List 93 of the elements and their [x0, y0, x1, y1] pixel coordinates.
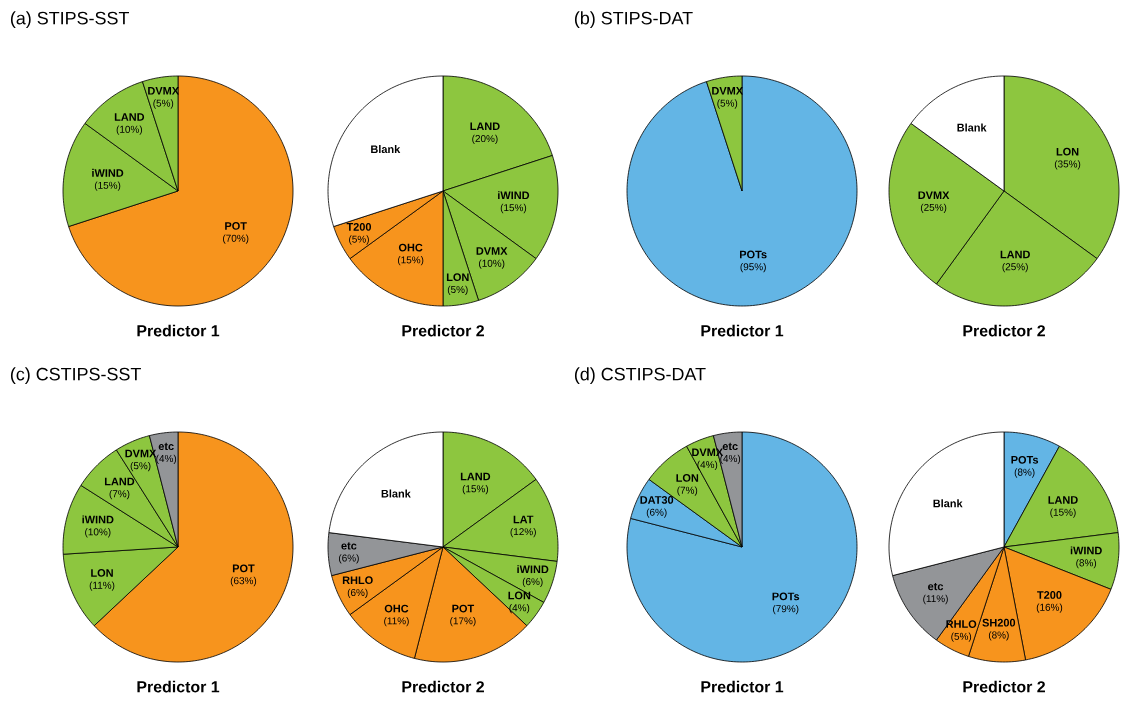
data-label: (6%)	[339, 554, 359, 564]
data-label: (15%)	[500, 203, 527, 214]
data-label: (7%)	[109, 489, 130, 500]
slice-label: etc	[928, 582, 944, 591]
slice-label: POT	[452, 604, 475, 613]
slice-label: POT	[232, 564, 255, 573]
data-label: (15%)	[462, 484, 489, 495]
text: Predictor 2	[963, 324, 1045, 337]
data-label: (6%)	[522, 577, 543, 588]
slice-label: DVMX	[476, 247, 508, 255]
data-label: (15%)	[1050, 508, 1076, 518]
text: Predictor 1	[137, 324, 220, 337]
data-label: (12%)	[510, 527, 536, 538]
data-label: (7%)	[677, 486, 698, 496]
data-label: (15%)	[94, 181, 121, 191]
slice-label: LON	[446, 273, 469, 282]
chart-title: (d) CSTIPS-DAT	[574, 367, 706, 385]
slice-label: Blank	[933, 499, 963, 508]
data-label: (11%)	[923, 594, 948, 605]
slice-label: LAND	[470, 122, 500, 131]
slice-label: iWIND	[517, 565, 549, 574]
slice-label: T200	[1037, 591, 1062, 599]
chart-title: (b) STIPS-DAT	[574, 11, 693, 29]
slice-label: SH200	[982, 618, 1016, 627]
slice-label: iWIND	[1070, 546, 1102, 555]
data-label: (79%)	[773, 604, 799, 615]
text: Predictor 2	[402, 324, 484, 337]
slice-label: LON	[508, 591, 531, 600]
data-label: (35%)	[1054, 160, 1081, 170]
text: Predictor 1	[701, 324, 784, 337]
slice-label: LAND	[1000, 250, 1030, 259]
slice-label: LON	[1056, 147, 1079, 156]
data-label: (5%)	[349, 235, 369, 245]
data-label: (63%)	[230, 576, 257, 587]
data-label: (10%)	[479, 259, 505, 269]
data-label: (4%)	[697, 460, 718, 471]
data-label: (20%)	[472, 134, 498, 145]
data-label: (11%)	[384, 617, 409, 627]
slice-label: DVMX	[918, 191, 950, 199]
data-label: (25%)	[920, 203, 947, 213]
slice-label: LON	[91, 569, 113, 577]
data-label: (4%)	[509, 603, 530, 614]
text: Predictor 1	[137, 680, 220, 693]
slice-label: iWIND	[498, 191, 530, 200]
slice-label: POTs	[1011, 455, 1039, 464]
data-label: (95%)	[740, 262, 766, 273]
slice-label: LAND	[104, 477, 135, 486]
data-label: (4%)	[156, 454, 177, 465]
text: Predictor 2	[963, 680, 1045, 693]
data-label: (5%)	[153, 99, 174, 109]
text: Predictor 2	[402, 680, 484, 693]
slice-label: OHC	[398, 243, 423, 252]
slice-label: LAND	[114, 113, 145, 121]
slice-label: Blank	[371, 145, 401, 154]
slice-label: iWIND	[82, 515, 114, 524]
slice-label: LON	[676, 474, 699, 482]
slice-label: iWIND	[92, 168, 124, 177]
chart-title: (c) CSTIPS-SST	[10, 367, 141, 385]
data-label: (70%)	[223, 234, 249, 244]
data-label: (10%)	[116, 125, 143, 135]
data-label: (4%)	[720, 454, 741, 465]
data-label: (10%)	[85, 528, 111, 538]
slice-label: POT	[225, 222, 247, 230]
slice-label: LAND	[1048, 496, 1078, 504]
data-label: (15%)	[397, 256, 424, 266]
data-label: (6%)	[347, 588, 368, 598]
data-label: (16%)	[1036, 603, 1063, 613]
data-label: (11%)	[89, 581, 115, 591]
slice-label: POTs	[772, 592, 800, 601]
slice-label: etc	[341, 542, 357, 550]
data-label: (25%)	[1002, 262, 1028, 273]
data-label: (8%)	[1014, 468, 1035, 478]
data-label: (8%)	[988, 631, 1009, 641]
slice-label: LAT	[513, 515, 534, 524]
slice-label: OHC	[384, 604, 409, 613]
data-label: (5%)	[951, 632, 972, 642]
data-label: (6%)	[646, 508, 667, 518]
data-label: (5%)	[447, 285, 468, 295]
slice-label: Blank	[381, 489, 411, 498]
text: Predictor 1	[701, 680, 784, 693]
slice-label: DAT30	[640, 496, 674, 504]
slice-label: LAND	[460, 472, 491, 481]
data-label: (5%)	[717, 99, 738, 109]
data-label: (5%)	[130, 461, 151, 472]
slice-label: RHLO	[342, 576, 373, 585]
chart-title: (a) STIPS-SST	[10, 11, 129, 29]
data-label: (17%)	[450, 617, 476, 627]
slice-label: etc	[158, 442, 174, 451]
slice-label: etc	[722, 442, 738, 451]
data-label: (8%)	[1076, 559, 1097, 569]
slice-label: T200	[346, 222, 372, 231]
slice-label: POTs	[740, 250, 767, 259]
slice-label: Blank	[957, 123, 987, 132]
